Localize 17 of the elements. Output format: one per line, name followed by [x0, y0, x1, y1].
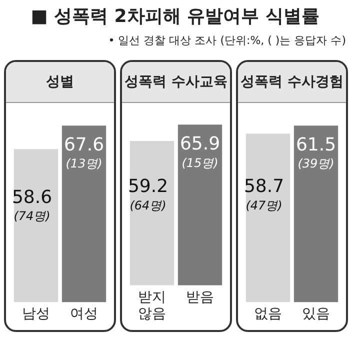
x-tick-label: 남성 — [22, 306, 50, 322]
data-label: 58.7 (47명) — [244, 176, 284, 213]
x-tick-label: 받지 않음 — [138, 289, 166, 322]
x-tick-label: 여성 — [70, 306, 98, 322]
chart-title: 성별 — [6, 62, 114, 103]
chart-title: 성폭력 수사교육 — [122, 62, 230, 103]
x-tick-label: 있음 — [302, 306, 330, 322]
x-tick-label: 받음 — [186, 289, 214, 306]
chart-title: 성폭력 수사경험 — [238, 62, 346, 103]
data-label: 58.6 (74명) — [12, 186, 52, 224]
text: ■ 성폭력 2차피해 유발여부 식별률 — [30, 5, 320, 28]
data-label: 65.9 (15명) — [180, 133, 220, 170]
data-label: 61.5 (39명) — [296, 134, 336, 171]
x-tick-label: 없음 — [254, 306, 282, 322]
data-label: 59.2 (64명) — [128, 176, 168, 212]
data-label: 67.6 (13명) — [64, 134, 104, 171]
text: • 일선 경찰 대상 조사 (단위:%, ( )는 응답자 수) — [108, 33, 346, 48]
